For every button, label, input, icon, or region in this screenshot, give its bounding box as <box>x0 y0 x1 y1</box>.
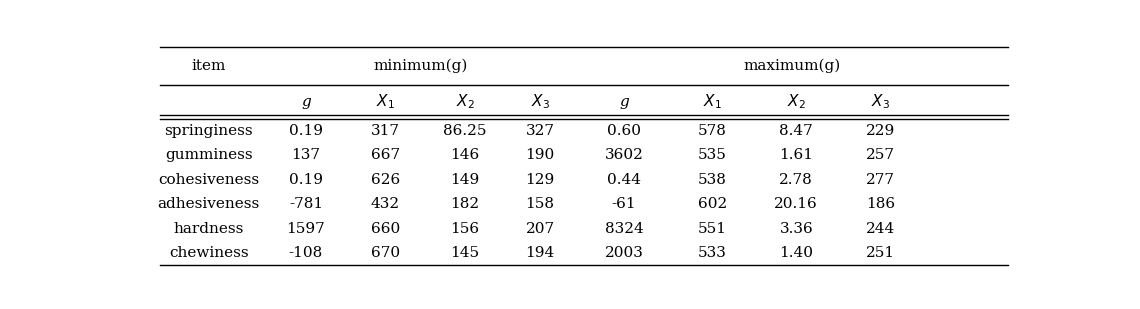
Text: cohesiveness: cohesiveness <box>158 173 259 187</box>
Text: 129: 129 <box>526 173 555 187</box>
Text: -61: -61 <box>612 197 636 211</box>
Text: 257: 257 <box>865 149 895 163</box>
Text: 0.44: 0.44 <box>606 173 641 187</box>
Text: 190: 190 <box>526 149 555 163</box>
Text: 0.19: 0.19 <box>288 124 323 138</box>
Text: 8.47: 8.47 <box>780 124 813 138</box>
Text: 317: 317 <box>370 124 400 138</box>
Text: 3.36: 3.36 <box>780 222 813 236</box>
Text: 277: 277 <box>865 173 895 187</box>
Text: -108: -108 <box>288 246 323 260</box>
Text: 327: 327 <box>526 124 554 138</box>
Text: 251: 251 <box>865 246 895 260</box>
Text: 0.19: 0.19 <box>288 173 323 187</box>
Text: 432: 432 <box>370 197 400 211</box>
Text: $X_{1}$: $X_{1}$ <box>376 92 394 111</box>
Text: 602: 602 <box>698 197 727 211</box>
Text: 660: 660 <box>370 222 400 236</box>
Text: 186: 186 <box>865 197 895 211</box>
Text: 3602: 3602 <box>604 149 643 163</box>
Text: g: g <box>619 95 629 109</box>
Text: $X_{3}$: $X_{3}$ <box>871 92 889 111</box>
Text: gumminess: gumminess <box>165 149 253 163</box>
Text: 2.78: 2.78 <box>780 173 813 187</box>
Text: maximum(g): maximum(g) <box>743 58 840 73</box>
Text: 0.60: 0.60 <box>606 124 641 138</box>
Text: g: g <box>301 95 311 109</box>
Text: 1.40: 1.40 <box>780 246 813 260</box>
Text: $X_{2}$: $X_{2}$ <box>456 92 474 111</box>
Text: 578: 578 <box>698 124 727 138</box>
Text: 158: 158 <box>526 197 554 211</box>
Text: 538: 538 <box>698 173 727 187</box>
Text: chewiness: chewiness <box>169 246 249 260</box>
Text: 145: 145 <box>450 246 480 260</box>
Text: 86.25: 86.25 <box>443 124 487 138</box>
Text: 1.61: 1.61 <box>780 149 813 163</box>
Text: 244: 244 <box>865 222 895 236</box>
Text: 20.16: 20.16 <box>774 197 819 211</box>
Text: 229: 229 <box>865 124 895 138</box>
Text: springiness: springiness <box>164 124 253 138</box>
Text: 533: 533 <box>698 246 727 260</box>
Text: 194: 194 <box>526 246 555 260</box>
Text: 670: 670 <box>370 246 400 260</box>
Text: adhesiveness: adhesiveness <box>157 197 260 211</box>
Text: 535: 535 <box>698 149 727 163</box>
Text: 1597: 1597 <box>286 222 325 236</box>
Text: $X_{2}$: $X_{2}$ <box>787 92 806 111</box>
Text: 156: 156 <box>450 222 480 236</box>
Text: 137: 137 <box>292 149 320 163</box>
Text: 2003: 2003 <box>604 246 643 260</box>
Text: 149: 149 <box>450 173 480 187</box>
Text: 207: 207 <box>526 222 555 236</box>
Text: 667: 667 <box>370 149 400 163</box>
Text: 626: 626 <box>370 173 400 187</box>
Text: $X_{1}$: $X_{1}$ <box>703 92 722 111</box>
Text: 551: 551 <box>698 222 727 236</box>
Text: $X_{3}$: $X_{3}$ <box>530 92 549 111</box>
Text: 182: 182 <box>450 197 480 211</box>
Text: minimum(g): minimum(g) <box>374 58 469 73</box>
Text: -781: -781 <box>288 197 323 211</box>
Text: hardness: hardness <box>173 222 244 236</box>
Text: 146: 146 <box>450 149 480 163</box>
Text: item: item <box>192 59 226 73</box>
Text: 8324: 8324 <box>604 222 643 236</box>
